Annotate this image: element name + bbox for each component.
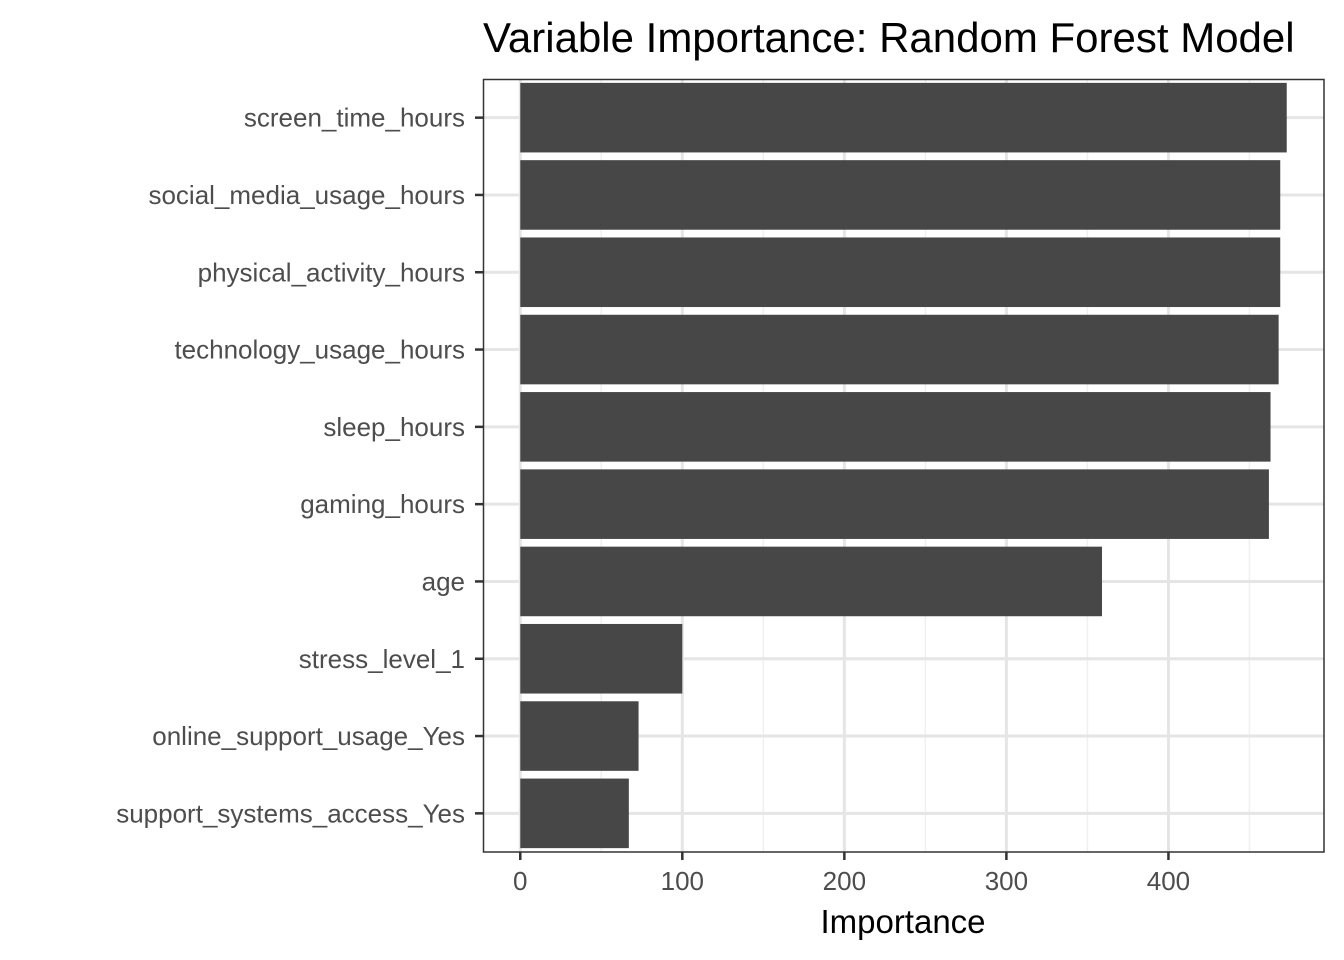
x-tick-label: 100 xyxy=(661,866,704,896)
bar-screen-time-hours xyxy=(520,82,1287,153)
y-tick-label: support_systems_access_Yes xyxy=(116,798,465,828)
bar-social-media-usage-hours xyxy=(520,160,1281,230)
x-axis: 0 100 200 300 400 xyxy=(513,852,1190,896)
y-tick-label: sleep_hours xyxy=(323,412,465,442)
y-tick-label: online_support_usage_Yes xyxy=(152,721,465,751)
bars xyxy=(520,82,1287,849)
bar-sleep-hours xyxy=(520,392,1271,462)
y-tick-label: screen_time_hours xyxy=(244,103,465,133)
y-tick-label: stress_level_1 xyxy=(299,644,465,674)
bar-support-systems-access-Yes xyxy=(520,778,629,849)
y-tick-label: age xyxy=(422,566,465,596)
x-tick-label: 200 xyxy=(823,866,866,896)
plot-panel-border xyxy=(482,78,1325,853)
x-tick-label: 0 xyxy=(513,866,527,896)
bar-physical-activity-hours xyxy=(520,237,1281,308)
bar-stress-level-1 xyxy=(520,623,683,694)
bar-age xyxy=(520,546,1103,617)
bar-online-support-usage-Yes xyxy=(520,701,639,771)
y-axis: screen_time_hours social_media_usage_hour… xyxy=(116,103,483,828)
x-axis-title: Importance xyxy=(820,903,985,940)
y-tick-label: gaming_hours xyxy=(300,489,465,519)
y-tick-label: technology_usage_hours xyxy=(174,335,465,365)
y-tick-label: social_media_usage_hours xyxy=(148,180,465,210)
chart-title: Variable Importance: Random Forest Model xyxy=(483,14,1295,61)
x-tick-label: 300 xyxy=(985,866,1028,896)
y-tick-label: physical_activity_hours xyxy=(198,257,465,287)
bar-technology-usage-hours xyxy=(520,314,1279,385)
x-tick-label: 400 xyxy=(1147,866,1190,896)
bar-gaming-hours xyxy=(520,469,1269,539)
